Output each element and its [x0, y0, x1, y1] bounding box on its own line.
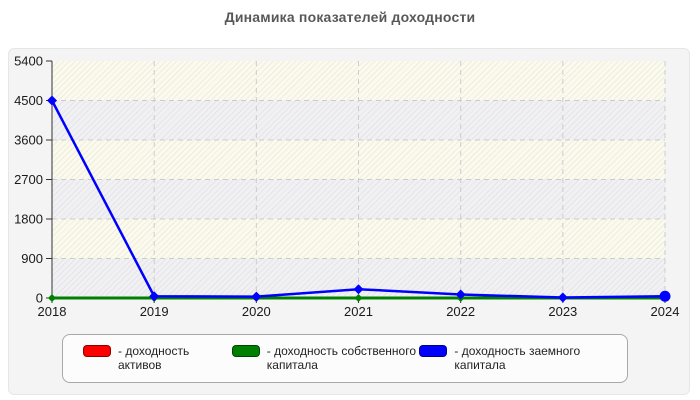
- marker-green: [354, 294, 363, 302]
- y-tick-label: 2700: [14, 172, 43, 187]
- chart-title: Динамика показателей доходности: [224, 9, 476, 25]
- legend-item-assets: - доходность активов: [83, 344, 232, 372]
- y-tick-label: 5400: [14, 54, 43, 69]
- legend-label-equity: - доходность собственного капитала: [266, 344, 416, 373]
- marker-blue: [353, 284, 364, 295]
- legend: - доходность активов - доходность собств…: [62, 334, 628, 383]
- y-tick-label: 4500: [14, 93, 43, 108]
- x-tick-label: 2020: [242, 304, 271, 319]
- y-tick-label: 3600: [14, 133, 43, 148]
- x-tick-label: 2024: [651, 304, 680, 319]
- marker-blue: [557, 292, 568, 303]
- y-tick-label: 1800: [14, 212, 43, 227]
- marker-blue-end: [659, 290, 671, 302]
- legend-item-equity: - доходность собственного капитала: [231, 344, 420, 373]
- marker-green: [48, 294, 56, 302]
- y-tick-label: 900: [21, 251, 43, 266]
- legend-swatch-blue: [419, 345, 448, 357]
- x-tick-label: 2021: [344, 304, 373, 319]
- x-tick-label: 2018: [38, 304, 67, 319]
- y-tick-label: 0: [36, 291, 43, 306]
- x-tick-label: 2023: [548, 304, 577, 319]
- marker-blue: [455, 289, 466, 300]
- legend-item-debt: - доходность заемного капитала: [419, 344, 607, 372]
- marker-blue: [149, 291, 160, 302]
- legend-label-assets: - доходность активов: [118, 344, 190, 373]
- legend-swatch-red: [83, 345, 111, 357]
- legend-label-debt: - доходность заемного капитала: [454, 344, 581, 373]
- legend-swatch-green: [231, 345, 260, 357]
- x-tick-label: 2019: [140, 304, 169, 319]
- marker-blue: [47, 95, 57, 106]
- x-tick-label: 2022: [446, 304, 475, 319]
- marker-blue: [251, 291, 262, 302]
